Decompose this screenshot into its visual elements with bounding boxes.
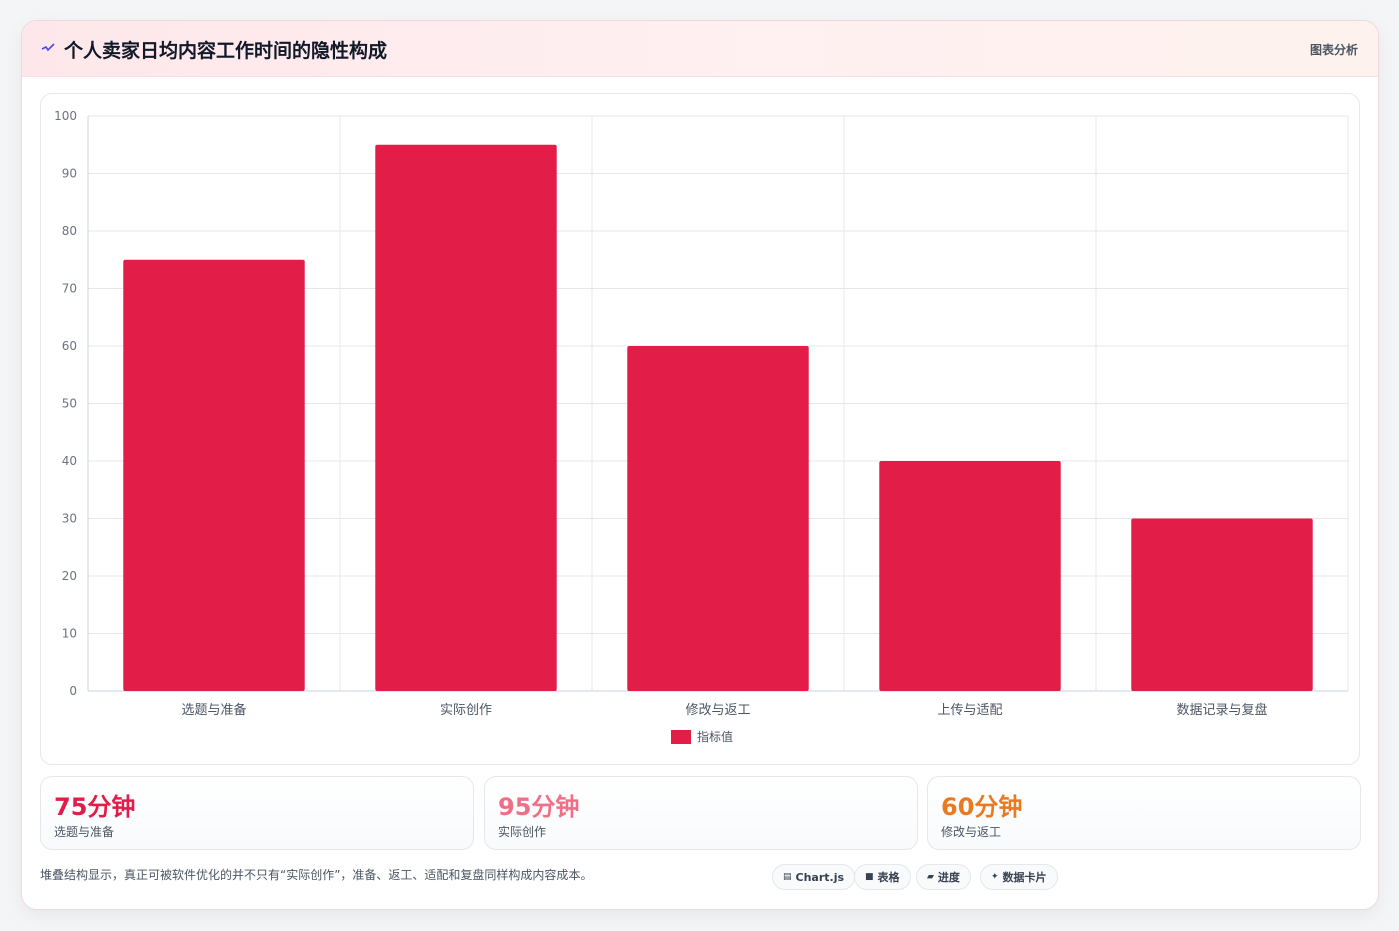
bar (1131, 518, 1313, 691)
chip-progress[interactable]: ▰ 进度 (916, 864, 971, 890)
legend-label: 指标值 (697, 730, 734, 744)
y-tick-label: 50 (62, 397, 77, 411)
stat-label: 选题与准备 (54, 825, 115, 839)
stat-label: 修改与返工 (941, 825, 1002, 839)
table-icon: ■ (865, 872, 874, 882)
y-tick-label: 20 (62, 569, 77, 583)
legend-swatch (671, 729, 691, 744)
bar (375, 144, 557, 691)
chart-icon: ▤ (783, 872, 792, 882)
progress-icon: ▰ (927, 872, 934, 882)
stat-label: 实际创作 (498, 825, 547, 839)
x-tick-label: 实际创作 (440, 703, 492, 718)
stat-cards: 75分钟 选题与准备 95分钟 实际创作 60分钟 修改与返工 (40, 776, 1361, 850)
stat-value: 60分钟 (941, 793, 1023, 821)
stat-value: 95分钟 (498, 793, 580, 821)
y-tick-label: 100 (54, 109, 77, 123)
pulse-icon (41, 43, 55, 52)
bar-chart: 0 10 20 30 40 50 60 70 80 90 100 选题与准备 实际创作 修改与返工 上传与适… (54, 109, 1349, 718)
y-tick-label: 70 (62, 282, 77, 296)
chip-table[interactable]: ■ 表格 (854, 864, 911, 890)
stat-card: 60分钟 修改与返工 (927, 776, 1361, 850)
x-tick-label: 修改与返工 (685, 703, 750, 718)
stat-card: 95分钟 实际创作 (484, 776, 918, 850)
y-tick-label: 80 (62, 224, 77, 238)
chip-label: 数据卡片 (1002, 871, 1047, 884)
card-header: 个人卖家日均内容工作时间的隐性构成 图表分析 (22, 21, 1378, 77)
chip-label: Chart.js (795, 870, 845, 884)
chart-card: 个人卖家日均内容工作时间的隐性构成 图表分析 0 10 20 30 40 50 60 70 80… (21, 20, 1379, 910)
x-tick-label: 数据记录与复盘 (1176, 702, 1267, 718)
y-tick-label: 30 (62, 512, 77, 526)
x-tick-label: 上传与适配 (937, 703, 1002, 718)
x-tick-label: 选题与准备 (181, 702, 246, 718)
y-tick-label: 90 (62, 167, 77, 181)
chart-legend[interactable]: 指标值 (671, 728, 733, 745)
chip-chartjs[interactable]: ▤ Chart.js (772, 864, 856, 890)
y-tick-label: 10 (62, 627, 77, 641)
chip-data-card[interactable]: ✦ 数据卡片 (980, 864, 1058, 890)
bar (123, 259, 305, 691)
y-tick-label: 40 (62, 454, 77, 468)
sparkle-icon: ✦ (991, 872, 999, 882)
chart-analysis-tag[interactable]: 图表分析 (1309, 43, 1358, 57)
bar-chart-panel: 0 10 20 30 40 50 60 70 80 90 100 选题与准备 实际创作 修改与返工 上传与适… (40, 93, 1360, 765)
stat-value: 75分钟 (54, 793, 136, 821)
y-tick-label: 0 (69, 684, 77, 698)
bar (627, 346, 809, 691)
footer-note: 堆叠结构显示，真正可被软件优化的并不只有“实际创作”，准备、返工、适配和复盘同样… (40, 868, 593, 882)
chip-label: 进度 (937, 871, 960, 884)
y-tick-label: 60 (62, 339, 77, 353)
bar (879, 461, 1061, 691)
chip-label: 表格 (877, 871, 900, 884)
stat-card: 75分钟 选题与准备 (40, 776, 474, 850)
page-title: 个人卖家日均内容工作时间的隐性构成 (64, 40, 388, 62)
